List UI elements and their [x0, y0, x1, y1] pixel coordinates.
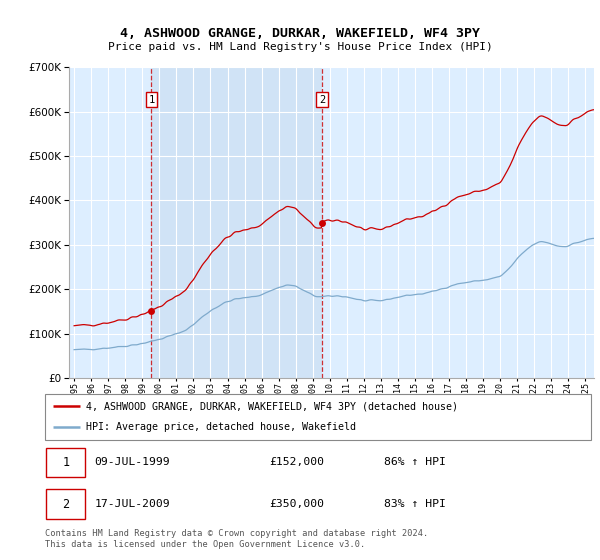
FancyBboxPatch shape: [46, 448, 85, 477]
Text: 2: 2: [319, 95, 325, 105]
Text: 86% ↑ HPI: 86% ↑ HPI: [383, 458, 445, 468]
Text: HPI: Average price, detached house, Wakefield: HPI: Average price, detached house, Wake…: [86, 422, 356, 432]
Text: 1: 1: [148, 95, 155, 105]
Text: 4, ASHWOOD GRANGE, DURKAR, WAKEFIELD, WF4 3PY: 4, ASHWOOD GRANGE, DURKAR, WAKEFIELD, WF…: [120, 27, 480, 40]
Text: 83% ↑ HPI: 83% ↑ HPI: [383, 499, 445, 509]
Text: £350,000: £350,000: [269, 499, 324, 509]
FancyBboxPatch shape: [45, 394, 591, 440]
Text: 4, ASHWOOD GRANGE, DURKAR, WAKEFIELD, WF4 3PY (detached house): 4, ASHWOOD GRANGE, DURKAR, WAKEFIELD, WF…: [86, 401, 458, 411]
Text: £152,000: £152,000: [269, 458, 324, 468]
Text: 2: 2: [62, 497, 70, 511]
Text: 17-JUL-2009: 17-JUL-2009: [94, 499, 170, 509]
FancyBboxPatch shape: [46, 489, 85, 519]
Bar: [151, 67, 322, 378]
Text: Price paid vs. HM Land Registry's House Price Index (HPI): Price paid vs. HM Land Registry's House …: [107, 42, 493, 52]
Text: 1: 1: [62, 456, 70, 469]
Text: 09-JUL-1999: 09-JUL-1999: [94, 458, 170, 468]
Text: Contains HM Land Registry data © Crown copyright and database right 2024.
This d: Contains HM Land Registry data © Crown c…: [45, 529, 428, 549]
